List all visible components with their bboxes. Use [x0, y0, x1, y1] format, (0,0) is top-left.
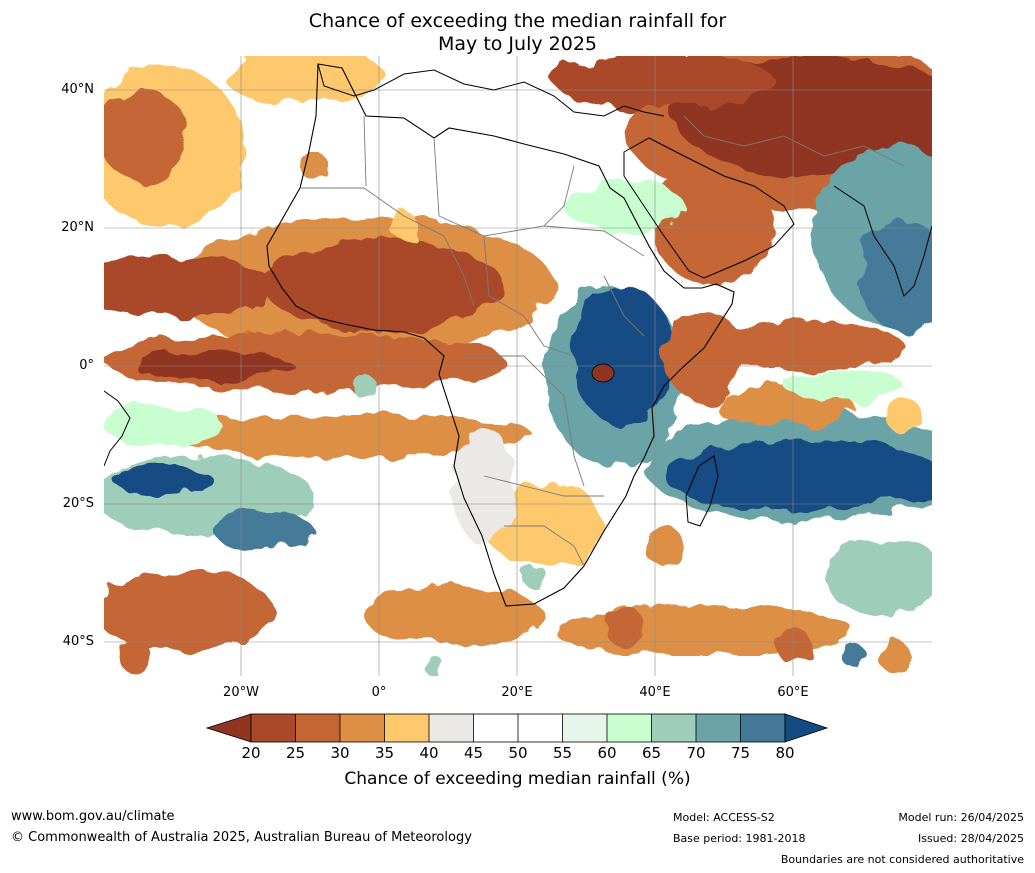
probability-speckles — [118, 152, 922, 676]
base-period-text: Base period: 1981-2018 — [673, 832, 806, 845]
colorbar-tick: 30 — [330, 744, 350, 762]
colorbar-segment — [562, 714, 607, 742]
colorbar-low-extension — [205, 713, 252, 743]
speckle — [644, 526, 684, 566]
colorbar-tick: 70 — [686, 744, 706, 762]
europe-coastline — [317, 63, 665, 117]
lat-label-0: 0° — [79, 358, 94, 373]
speckle — [424, 656, 444, 676]
lat-label-40s: 40°S — [62, 634, 94, 649]
colorbar-tick: 40 — [419, 744, 439, 762]
colorbar-tick: 20 — [241, 744, 261, 762]
rainfall-map — [104, 56, 932, 676]
probability-fields — [104, 56, 932, 656]
field-east-med — [554, 56, 774, 109]
africa-coastline — [266, 63, 735, 607]
lon-label-60e: 60°E — [777, 685, 809, 700]
speckle — [206, 158, 242, 194]
field-sw-atlantic-wet-2 — [214, 511, 314, 551]
speckle — [776, 628, 812, 664]
speckle — [604, 606, 644, 646]
field-nw-atlantic-core — [104, 91, 189, 181]
title-line-1: Chance of exceeding the median rainfall … — [308, 10, 727, 32]
field-south-ocean-wet — [824, 536, 932, 616]
colorbar-segment — [295, 714, 340, 742]
website-link[interactable]: www.bom.gov.au/climate — [11, 809, 175, 824]
country-borders — [300, 115, 905, 567]
speckle — [878, 640, 910, 672]
field-arabia — [654, 166, 774, 286]
colorbar-tick: 75 — [730, 744, 751, 762]
colorbar-segment — [607, 714, 652, 742]
field-east-africa-core — [574, 286, 674, 426]
lat-label-20n: 20°N — [61, 220, 94, 235]
lake-victoria — [591, 363, 615, 383]
colorbar-segment — [251, 714, 296, 742]
issued-text: Issued: 28/04/2025 — [917, 832, 1024, 845]
speckle — [842, 644, 866, 668]
colorbar-segment — [429, 714, 474, 742]
colorbar-segment — [740, 714, 785, 742]
lat-label-40n: 40°N — [61, 82, 94, 97]
speckle — [886, 398, 922, 434]
colorbar — [205, 712, 829, 744]
lon-label-20e: 20°E — [501, 685, 533, 700]
colorbar-segment — [696, 714, 741, 742]
colorbar-high-extension — [784, 713, 829, 743]
colorbar-segment — [384, 714, 429, 742]
speckle — [522, 564, 546, 588]
colorbar-tick: 60 — [597, 744, 617, 762]
lon-label-40e: 40°E — [639, 685, 671, 700]
field-indian-ocean-core — [664, 441, 932, 511]
colorbar-segment — [651, 714, 696, 742]
field-india-core — [859, 221, 932, 331]
speckle — [118, 640, 150, 672]
field-iberia — [224, 56, 384, 106]
colorbar-tick: 35 — [374, 744, 395, 762]
lat-label-20s: 20°S — [62, 496, 94, 511]
colorbar-tick: 65 — [641, 744, 662, 762]
colorbar-dividers — [295, 714, 741, 742]
colorbar-tick: 45 — [463, 744, 484, 762]
field-s-ocean-dry — [364, 586, 544, 646]
field-sahel-core — [264, 241, 504, 331]
lon-label-20w: 20°W — [223, 685, 259, 700]
model-text: Model: ACCESS-S2 — [673, 811, 775, 824]
copyright-text: © Commonwealth of Australia 2025, Austra… — [11, 830, 472, 845]
field-green-1 — [104, 406, 224, 446]
speckle — [300, 152, 328, 180]
field-green-3 — [784, 371, 904, 401]
field-green-2 — [564, 181, 684, 231]
speckle — [352, 374, 376, 398]
colorbar-tick: 80 — [775, 744, 795, 762]
india-coastline — [833, 185, 932, 297]
field-arabian-sea-dry — [704, 321, 904, 371]
field-s-atlantic-dry — [104, 571, 274, 651]
madagascar-coastline — [685, 455, 719, 527]
colorbar-label: Chance of exceeding median rainfall (%) — [344, 769, 691, 789]
model-run-text: Model run: 26/04/2025 — [898, 811, 1024, 824]
graticule — [104, 56, 932, 676]
field-neutral-1 — [454, 426, 514, 546]
colorbar-segment — [518, 714, 563, 742]
field-w-atlantic-band — [104, 256, 274, 316]
field-s-atlantic-band — [174, 414, 534, 458]
speckle — [556, 488, 592, 524]
map-title: Chance of exceeding the median rainfall … — [0, 10, 1035, 56]
lon-label-0: 0° — [371, 685, 387, 700]
colorbar-tick: 25 — [285, 744, 306, 762]
colorbar-segment — [340, 714, 385, 742]
colorbar-tick: 50 — [508, 744, 528, 762]
title-line-2: May to July 2025 — [438, 33, 597, 55]
south-america-coastline — [104, 390, 131, 467]
disclaimer-text: Boundaries are not considered authoritat… — [780, 853, 1024, 866]
field-sw-atlantic-wet-core — [114, 466, 214, 496]
colorbar-segment — [473, 714, 518, 742]
colorbar-tick: 55 — [552, 744, 573, 762]
arabia-coastline — [623, 137, 795, 279]
